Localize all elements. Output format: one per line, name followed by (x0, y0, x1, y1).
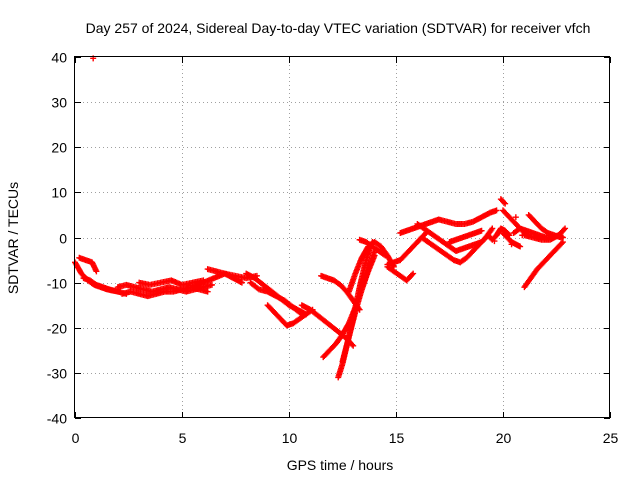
y-tick-label: -10 (47, 276, 67, 292)
data-point (508, 241, 515, 248)
data-point (381, 251, 388, 258)
series-arc-y (446, 227, 485, 246)
axis-ticks: 0 5 10 15 20 25 -40 -30 -20 -10 0 10 20 30 40 (47, 50, 619, 447)
y-tick-label: 10 (51, 185, 67, 201)
data-point (501, 199, 508, 206)
series-arc-j (247, 279, 305, 318)
data-point (371, 252, 378, 259)
x-axis-label: GPS time / hours (287, 457, 394, 473)
series-arc-v (414, 220, 492, 255)
data-point (491, 238, 498, 245)
data-points (72, 55, 569, 381)
data-point (512, 214, 519, 221)
x-tick-label: 0 (72, 430, 80, 446)
y-tick-label: 30 (51, 95, 67, 111)
grid-lines (75, 57, 610, 418)
series-arc-h (204, 266, 245, 286)
x-tick-label: 15 (389, 430, 405, 446)
data-point (519, 232, 526, 239)
series-arc-k (264, 302, 316, 329)
x-tick-label: 10 (282, 430, 298, 446)
y-tick-label: -30 (47, 366, 67, 382)
data-point (559, 239, 566, 246)
series-scatter-sparse (491, 214, 526, 248)
data-point (208, 281, 215, 288)
y-tick-label: 20 (51, 140, 67, 156)
data-point (558, 240, 565, 247)
data-point (410, 270, 417, 277)
data-point (493, 207, 500, 214)
data-point (382, 252, 389, 259)
data-point (238, 279, 245, 286)
y-tick-label: 40 (51, 50, 67, 66)
data-point (478, 227, 485, 234)
data-point (489, 225, 496, 232)
data-point (409, 271, 416, 278)
x-tick-label: 20 (496, 430, 512, 446)
data-point (560, 226, 567, 233)
series-arc-p (339, 252, 378, 365)
data-point (350, 342, 357, 349)
data-point (93, 268, 100, 275)
data-point (517, 243, 524, 250)
plot-frame (74, 56, 610, 418)
data-point (488, 226, 495, 233)
x-tick-label: 25 (603, 430, 619, 446)
series-arc-b (76, 254, 100, 275)
y-axis-label: SDTVAR / TECUs (5, 182, 21, 294)
series-arc-r (356, 236, 389, 259)
series-arc-ag (521, 225, 569, 243)
data-point (204, 288, 211, 295)
y-tick-label: 0 (59, 231, 67, 247)
y-tick-label: -40 (47, 411, 67, 427)
series-arc-ae (521, 239, 566, 291)
y-tick-label: -20 (47, 321, 67, 337)
series-arc-aa (497, 196, 509, 207)
chart-title: Day 257 of 2024, Sidereal Day-to-day VTE… (86, 20, 591, 36)
x-tick-label: 5 (179, 430, 187, 446)
data-point (502, 200, 509, 207)
data-point (562, 225, 569, 232)
series-arc-x (435, 207, 500, 227)
series-arc-t (384, 263, 417, 284)
